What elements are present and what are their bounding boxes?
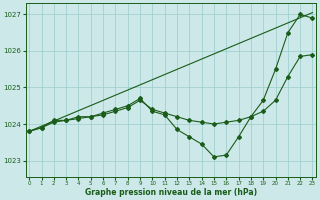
X-axis label: Graphe pression niveau de la mer (hPa): Graphe pression niveau de la mer (hPa) [85,188,257,197]
